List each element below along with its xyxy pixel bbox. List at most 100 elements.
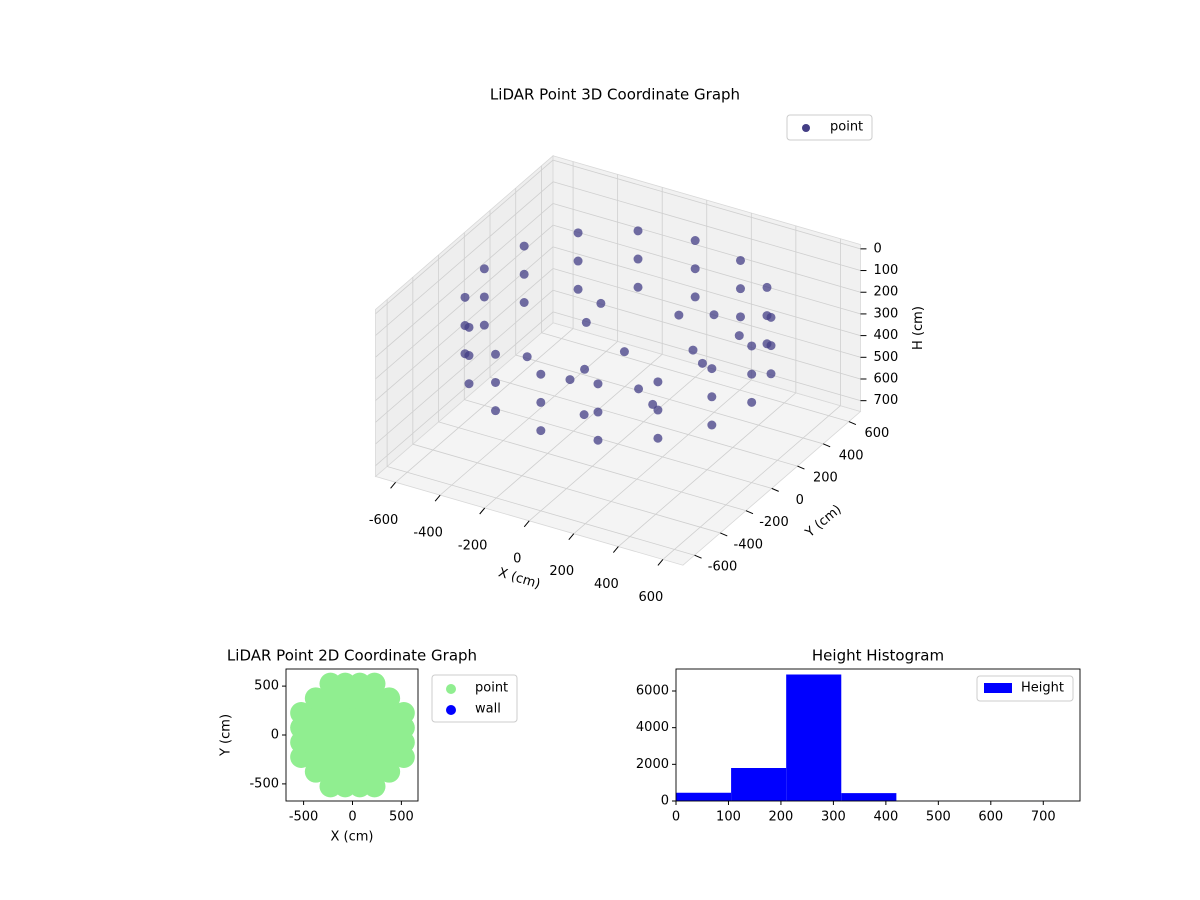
grid-line — [375, 203, 554, 358]
x-tick — [568, 533, 575, 541]
point — [619, 347, 629, 357]
z-tick-label: 700 — [873, 393, 898, 408]
z-tick-label: 200 — [873, 285, 898, 300]
z-tick-label: 500 — [873, 350, 898, 365]
point — [735, 284, 745, 294]
grid-line — [375, 159, 554, 315]
y-tick-label: 4000 — [636, 720, 669, 735]
z-tick-label: 600 — [873, 371, 898, 386]
point — [491, 406, 501, 416]
point — [491, 349, 501, 359]
point — [690, 264, 700, 274]
y-tick-label: 500 — [254, 679, 279, 694]
x-tick-label: 0 — [348, 810, 356, 825]
x-tick-label: 200 — [769, 810, 794, 825]
x-tick-label: 600 — [978, 810, 1003, 825]
grid-line — [412, 443, 721, 534]
bar — [841, 793, 897, 801]
x-tick — [612, 546, 619, 553]
plot-area — [290, 672, 415, 798]
x-tick-label: -600 — [369, 513, 399, 528]
y-tick-label: 200 — [813, 471, 838, 486]
y-tick — [745, 510, 754, 515]
point — [633, 254, 643, 264]
grid-line — [375, 181, 554, 336]
point — [491, 377, 501, 387]
bar — [786, 674, 842, 801]
plot-frame — [285, 668, 419, 802]
point — [580, 364, 590, 374]
point — [579, 410, 589, 420]
x-tick — [479, 507, 486, 515]
x-tick-label: 300 — [821, 810, 846, 825]
grid-line — [541, 332, 849, 422]
point — [378, 687, 401, 710]
point — [392, 702, 415, 724]
point — [762, 282, 772, 292]
point — [464, 322, 474, 332]
point — [464, 379, 474, 389]
y-tick — [694, 554, 702, 559]
legend-label: point — [830, 120, 863, 135]
point — [633, 226, 643, 236]
x-tick-label: 200 — [549, 564, 574, 579]
x-tick — [390, 481, 396, 489]
point — [690, 292, 700, 302]
x-tick-label: 600 — [639, 590, 664, 605]
x-tick-label: -400 — [413, 526, 443, 541]
y-tick — [797, 465, 805, 470]
legend: Height — [976, 675, 1074, 702]
point — [707, 364, 717, 374]
point — [634, 384, 644, 394]
x-tick-label: -500 — [289, 810, 319, 825]
x-tick-label: 0 — [672, 810, 680, 825]
x-tick — [657, 559, 664, 566]
y-tick-label: 6000 — [636, 684, 669, 699]
point — [464, 351, 474, 361]
x-axis-label: X (cm) — [331, 830, 374, 845]
point — [633, 282, 643, 292]
point — [653, 433, 663, 443]
point — [536, 369, 546, 379]
z-tick-label: 0 — [873, 241, 881, 256]
legend-marker — [802, 124, 810, 132]
y-tick — [720, 532, 728, 537]
point — [747, 369, 757, 379]
legend: point — [786, 114, 873, 141]
x-tick-label: 500 — [926, 810, 951, 825]
point — [747, 397, 757, 407]
grid-line — [552, 181, 861, 271]
grid-line — [552, 224, 861, 315]
grid-line — [552, 311, 861, 402]
point — [707, 420, 717, 430]
point — [762, 311, 772, 321]
legend-patch — [984, 683, 1012, 693]
legend-marker — [446, 705, 456, 715]
legend-label: Height — [1021, 681, 1064, 696]
point — [690, 236, 700, 246]
point — [519, 298, 529, 308]
point — [766, 369, 776, 379]
point — [363, 672, 386, 695]
point — [573, 256, 583, 266]
point — [707, 392, 717, 402]
y-tick-label: -600 — [708, 560, 738, 575]
y-tick — [771, 487, 779, 492]
bar — [676, 792, 732, 801]
legend-box — [976, 675, 1074, 702]
x-tick-label: 100 — [716, 810, 741, 825]
chart-title: Height Histogram — [812, 647, 944, 665]
y-tick-label: 2000 — [636, 757, 669, 772]
x-tick-label: -200 — [458, 538, 488, 553]
point — [735, 312, 745, 322]
plot-frame — [675, 668, 1081, 802]
y-axis-label: Y (cm) — [219, 714, 234, 757]
x-tick — [523, 520, 530, 528]
z-tick-label: 100 — [873, 263, 898, 278]
point — [460, 292, 470, 302]
point — [581, 317, 591, 327]
point — [762, 339, 772, 349]
point — [747, 341, 757, 351]
y-tick-label: 0 — [796, 493, 804, 508]
